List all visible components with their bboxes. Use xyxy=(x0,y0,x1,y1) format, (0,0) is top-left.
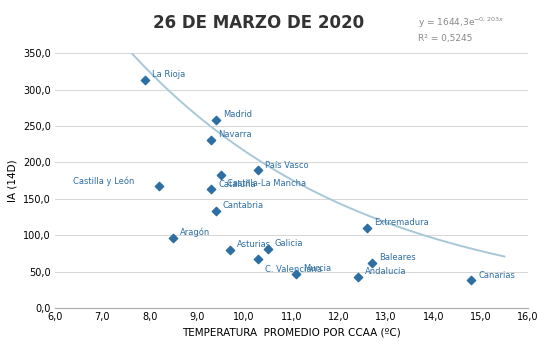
Text: País Vasco: País Vasco xyxy=(265,161,309,170)
Text: Cantabria: Cantabria xyxy=(223,201,264,210)
Text: 26 DE MARZO DE 2020: 26 DE MARZO DE 2020 xyxy=(153,14,364,32)
Text: Madrid: Madrid xyxy=(223,110,252,119)
Text: Cataluña: Cataluña xyxy=(218,179,256,188)
Text: Murcia: Murcia xyxy=(303,264,331,273)
Point xyxy=(207,137,216,143)
Text: Aragón: Aragón xyxy=(180,228,211,237)
Text: C. Valenciana: C. Valenciana xyxy=(265,265,322,274)
Point xyxy=(207,187,216,192)
Text: Andalucía: Andalucía xyxy=(365,267,406,276)
Point xyxy=(367,260,376,266)
Text: Navarra: Navarra xyxy=(218,130,252,139)
Point xyxy=(254,256,263,262)
Point xyxy=(363,225,372,231)
Y-axis label: IA (14D): IA (14D) xyxy=(7,159,18,202)
Text: Canarias: Canarias xyxy=(478,270,515,280)
Text: La Rioja: La Rioja xyxy=(152,70,185,79)
Point xyxy=(263,246,272,252)
Text: Extremadura: Extremadura xyxy=(374,218,429,227)
Text: y = 1644,3e$^{-0,203x}$
R² = 0,5245: y = 1644,3e$^{-0,203x}$ R² = 0,5245 xyxy=(418,16,504,43)
Point xyxy=(467,278,476,283)
Point xyxy=(140,77,149,83)
Point xyxy=(216,172,225,178)
Text: Castilla y León: Castilla y León xyxy=(73,176,134,185)
Point xyxy=(353,274,362,280)
Text: Asturias: Asturias xyxy=(237,240,271,249)
Point xyxy=(211,117,220,123)
Point xyxy=(292,271,301,276)
Point xyxy=(226,247,234,252)
Point xyxy=(155,183,163,189)
X-axis label: TEMPERATURA  PROMEDIO POR CCAA (ºC): TEMPERATURA PROMEDIO POR CCAA (ºC) xyxy=(182,328,401,338)
Point xyxy=(169,235,178,241)
Point xyxy=(254,167,263,173)
Text: Castilla-La Mancha: Castilla-La Mancha xyxy=(228,179,306,188)
Point xyxy=(211,208,220,214)
Text: Galicia: Galicia xyxy=(275,239,303,248)
Text: Baleares: Baleares xyxy=(379,253,416,262)
